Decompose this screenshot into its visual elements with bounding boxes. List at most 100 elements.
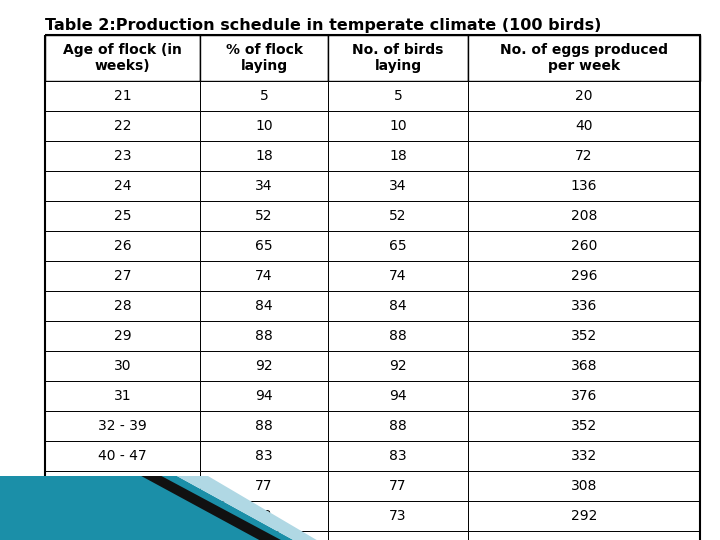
Text: 368: 368 — [571, 359, 598, 373]
Text: 52: 52 — [256, 209, 273, 223]
Text: 84: 84 — [256, 299, 273, 313]
Bar — [328, 321, 468, 351]
Text: % of flock
laying: % of flock laying — [225, 43, 302, 73]
Text: 74: 74 — [390, 269, 407, 283]
Bar — [200, 381, 328, 411]
Text: 10: 10 — [390, 119, 407, 133]
Text: 88: 88 — [390, 419, 407, 433]
Bar — [45, 291, 200, 321]
Text: 40 - 47: 40 - 47 — [99, 449, 147, 463]
Bar — [328, 111, 468, 141]
Bar — [45, 531, 200, 540]
Bar — [200, 231, 328, 261]
Bar — [468, 321, 700, 351]
Bar — [468, 231, 700, 261]
Bar — [200, 411, 328, 441]
Bar — [328, 231, 468, 261]
Text: 260: 260 — [571, 239, 598, 253]
Text: 332: 332 — [571, 449, 597, 463]
Text: 65 - 70: 65 - 70 — [98, 539, 147, 540]
Text: 29: 29 — [114, 329, 132, 343]
Bar — [328, 291, 468, 321]
Bar — [45, 381, 200, 411]
Text: 83: 83 — [256, 449, 273, 463]
Text: 352: 352 — [571, 329, 597, 343]
Bar — [468, 201, 700, 231]
Bar — [468, 291, 700, 321]
Text: 296: 296 — [571, 269, 598, 283]
Bar — [200, 111, 328, 141]
Text: 40: 40 — [575, 119, 593, 133]
Bar — [468, 471, 700, 501]
Bar — [45, 471, 200, 501]
Text: 308: 308 — [571, 479, 598, 493]
Text: 376: 376 — [571, 389, 598, 403]
Text: 352: 352 — [571, 419, 597, 433]
Text: 18: 18 — [255, 149, 273, 163]
Text: 21: 21 — [114, 89, 132, 103]
Bar — [468, 441, 700, 471]
Text: 65: 65 — [390, 239, 407, 253]
Bar — [45, 351, 200, 381]
Bar — [200, 321, 328, 351]
Bar — [328, 441, 468, 471]
Polygon shape — [0, 476, 293, 540]
Text: 48 - 59: 48 - 59 — [98, 479, 147, 493]
Text: 280: 280 — [571, 539, 598, 540]
Text: Age of flock (in
weeks): Age of flock (in weeks) — [63, 43, 182, 73]
Bar — [328, 141, 468, 171]
Text: No. of eggs produced
per week: No. of eggs produced per week — [500, 43, 668, 73]
Bar — [45, 35, 200, 81]
Bar — [200, 35, 328, 81]
Bar — [45, 141, 200, 171]
Bar — [45, 111, 200, 141]
Bar — [468, 111, 700, 141]
Bar — [468, 381, 700, 411]
Text: 92: 92 — [390, 359, 407, 373]
Text: 20: 20 — [575, 89, 593, 103]
Text: 92: 92 — [256, 359, 273, 373]
Bar — [200, 351, 328, 381]
Bar — [328, 171, 468, 201]
Text: 88: 88 — [255, 419, 273, 433]
Text: 22: 22 — [114, 119, 131, 133]
Bar — [328, 261, 468, 291]
Text: 70: 70 — [256, 539, 273, 540]
Text: 77: 77 — [256, 479, 273, 493]
Bar — [468, 501, 700, 531]
Bar — [328, 81, 468, 111]
Bar — [328, 531, 468, 540]
Bar — [328, 35, 468, 81]
Bar — [200, 471, 328, 501]
Bar — [45, 231, 200, 261]
Bar — [200, 501, 328, 531]
Text: No. of birds
laying: No. of birds laying — [352, 43, 444, 73]
Bar — [468, 141, 700, 171]
Text: 34: 34 — [390, 179, 407, 193]
Bar — [45, 171, 200, 201]
Text: 34: 34 — [256, 179, 273, 193]
Text: 70: 70 — [390, 539, 407, 540]
Text: 83: 83 — [390, 449, 407, 463]
Bar — [45, 321, 200, 351]
Text: 28: 28 — [114, 299, 132, 313]
Bar — [468, 351, 700, 381]
Text: 73: 73 — [256, 509, 273, 523]
Text: 72: 72 — [575, 149, 593, 163]
Text: 27: 27 — [114, 269, 131, 283]
Text: 88: 88 — [390, 329, 407, 343]
Text: 30: 30 — [114, 359, 131, 373]
Bar — [45, 81, 200, 111]
Text: 88: 88 — [255, 329, 273, 343]
Text: 23: 23 — [114, 149, 131, 163]
Text: 5: 5 — [260, 89, 269, 103]
Bar — [468, 261, 700, 291]
Bar — [200, 81, 328, 111]
Text: 52: 52 — [390, 209, 407, 223]
Text: 84: 84 — [390, 299, 407, 313]
Bar — [328, 381, 468, 411]
Text: 73: 73 — [390, 509, 407, 523]
Polygon shape — [177, 476, 317, 540]
Bar — [45, 201, 200, 231]
Bar — [468, 81, 700, 111]
